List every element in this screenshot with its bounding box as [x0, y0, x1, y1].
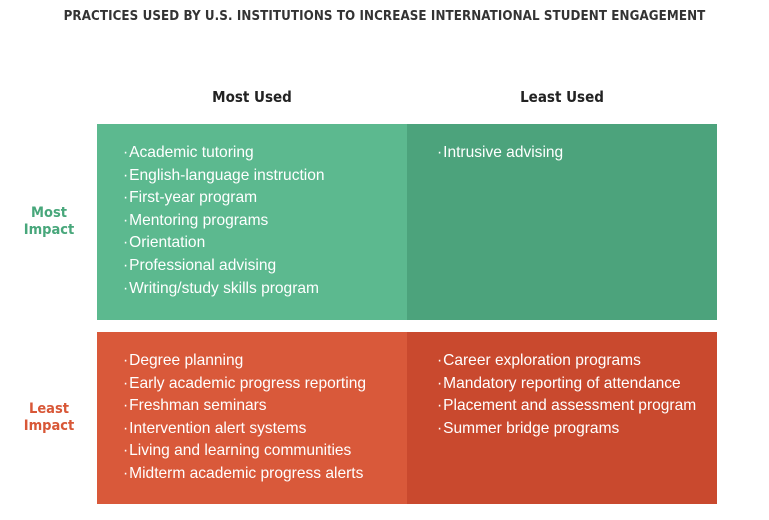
- row-header-least-impact: Least Impact: [10, 401, 88, 435]
- practice-list: Intrusive advising: [437, 142, 717, 165]
- list-item: Professional advising: [123, 255, 399, 278]
- list-item: Career exploration programs: [437, 350, 709, 373]
- row-header-most-impact-line-2: Impact: [23, 222, 75, 238]
- quadrant-least-used-least-impact: Career exploration programs Mandatory re…: [407, 332, 717, 504]
- list-item: Living and learning communities: [123, 440, 399, 463]
- row-header-least-impact-line-1: Least: [29, 401, 69, 417]
- row-header-most-impact: Most Impact: [10, 205, 88, 239]
- list-item: Degree planning: [123, 350, 399, 373]
- list-item: Intervention alert systems: [123, 418, 399, 441]
- column-header-least-used: Least Used: [520, 88, 604, 106]
- list-item: Orientation: [123, 232, 399, 255]
- list-item: Writing/study skills program: [123, 278, 399, 301]
- practice-list: Degree planning Early academic progress …: [123, 350, 407, 486]
- row-header-most-impact-line-1: Most: [31, 205, 67, 221]
- list-item: First-year program: [123, 187, 399, 210]
- list-item: Freshman seminars: [123, 395, 399, 418]
- list-item: English-language instruction: [123, 165, 399, 188]
- list-item: Intrusive advising: [437, 142, 709, 165]
- practice-list: Academic tutoring English-language instr…: [123, 142, 407, 300]
- list-item: Academic tutoring: [123, 142, 399, 165]
- quadrant-least-used-most-impact: Intrusive advising: [407, 124, 717, 320]
- practice-list: Career exploration programs Mandatory re…: [437, 350, 717, 440]
- row-header-least-impact-line-2: Impact: [23, 418, 75, 434]
- list-item: Midterm academic progress alerts: [123, 463, 399, 486]
- quadrant-most-used-most-impact: Academic tutoring English-language instr…: [97, 124, 407, 320]
- quadrant-most-used-least-impact: Degree planning Early academic progress …: [97, 332, 407, 504]
- list-item: Mentoring programs: [123, 210, 399, 233]
- list-item: Summer bridge programs: [437, 418, 709, 441]
- list-item: Placement and assessment program: [437, 395, 709, 418]
- column-header-most-used: Most Used: [212, 88, 292, 106]
- list-item: Early academic progress reporting: [123, 373, 399, 396]
- list-item: Mandatory reporting of attendance: [437, 373, 709, 396]
- page-title: PRACTICES USED BY U.S. INSTITUTIONS TO I…: [63, 8, 706, 24]
